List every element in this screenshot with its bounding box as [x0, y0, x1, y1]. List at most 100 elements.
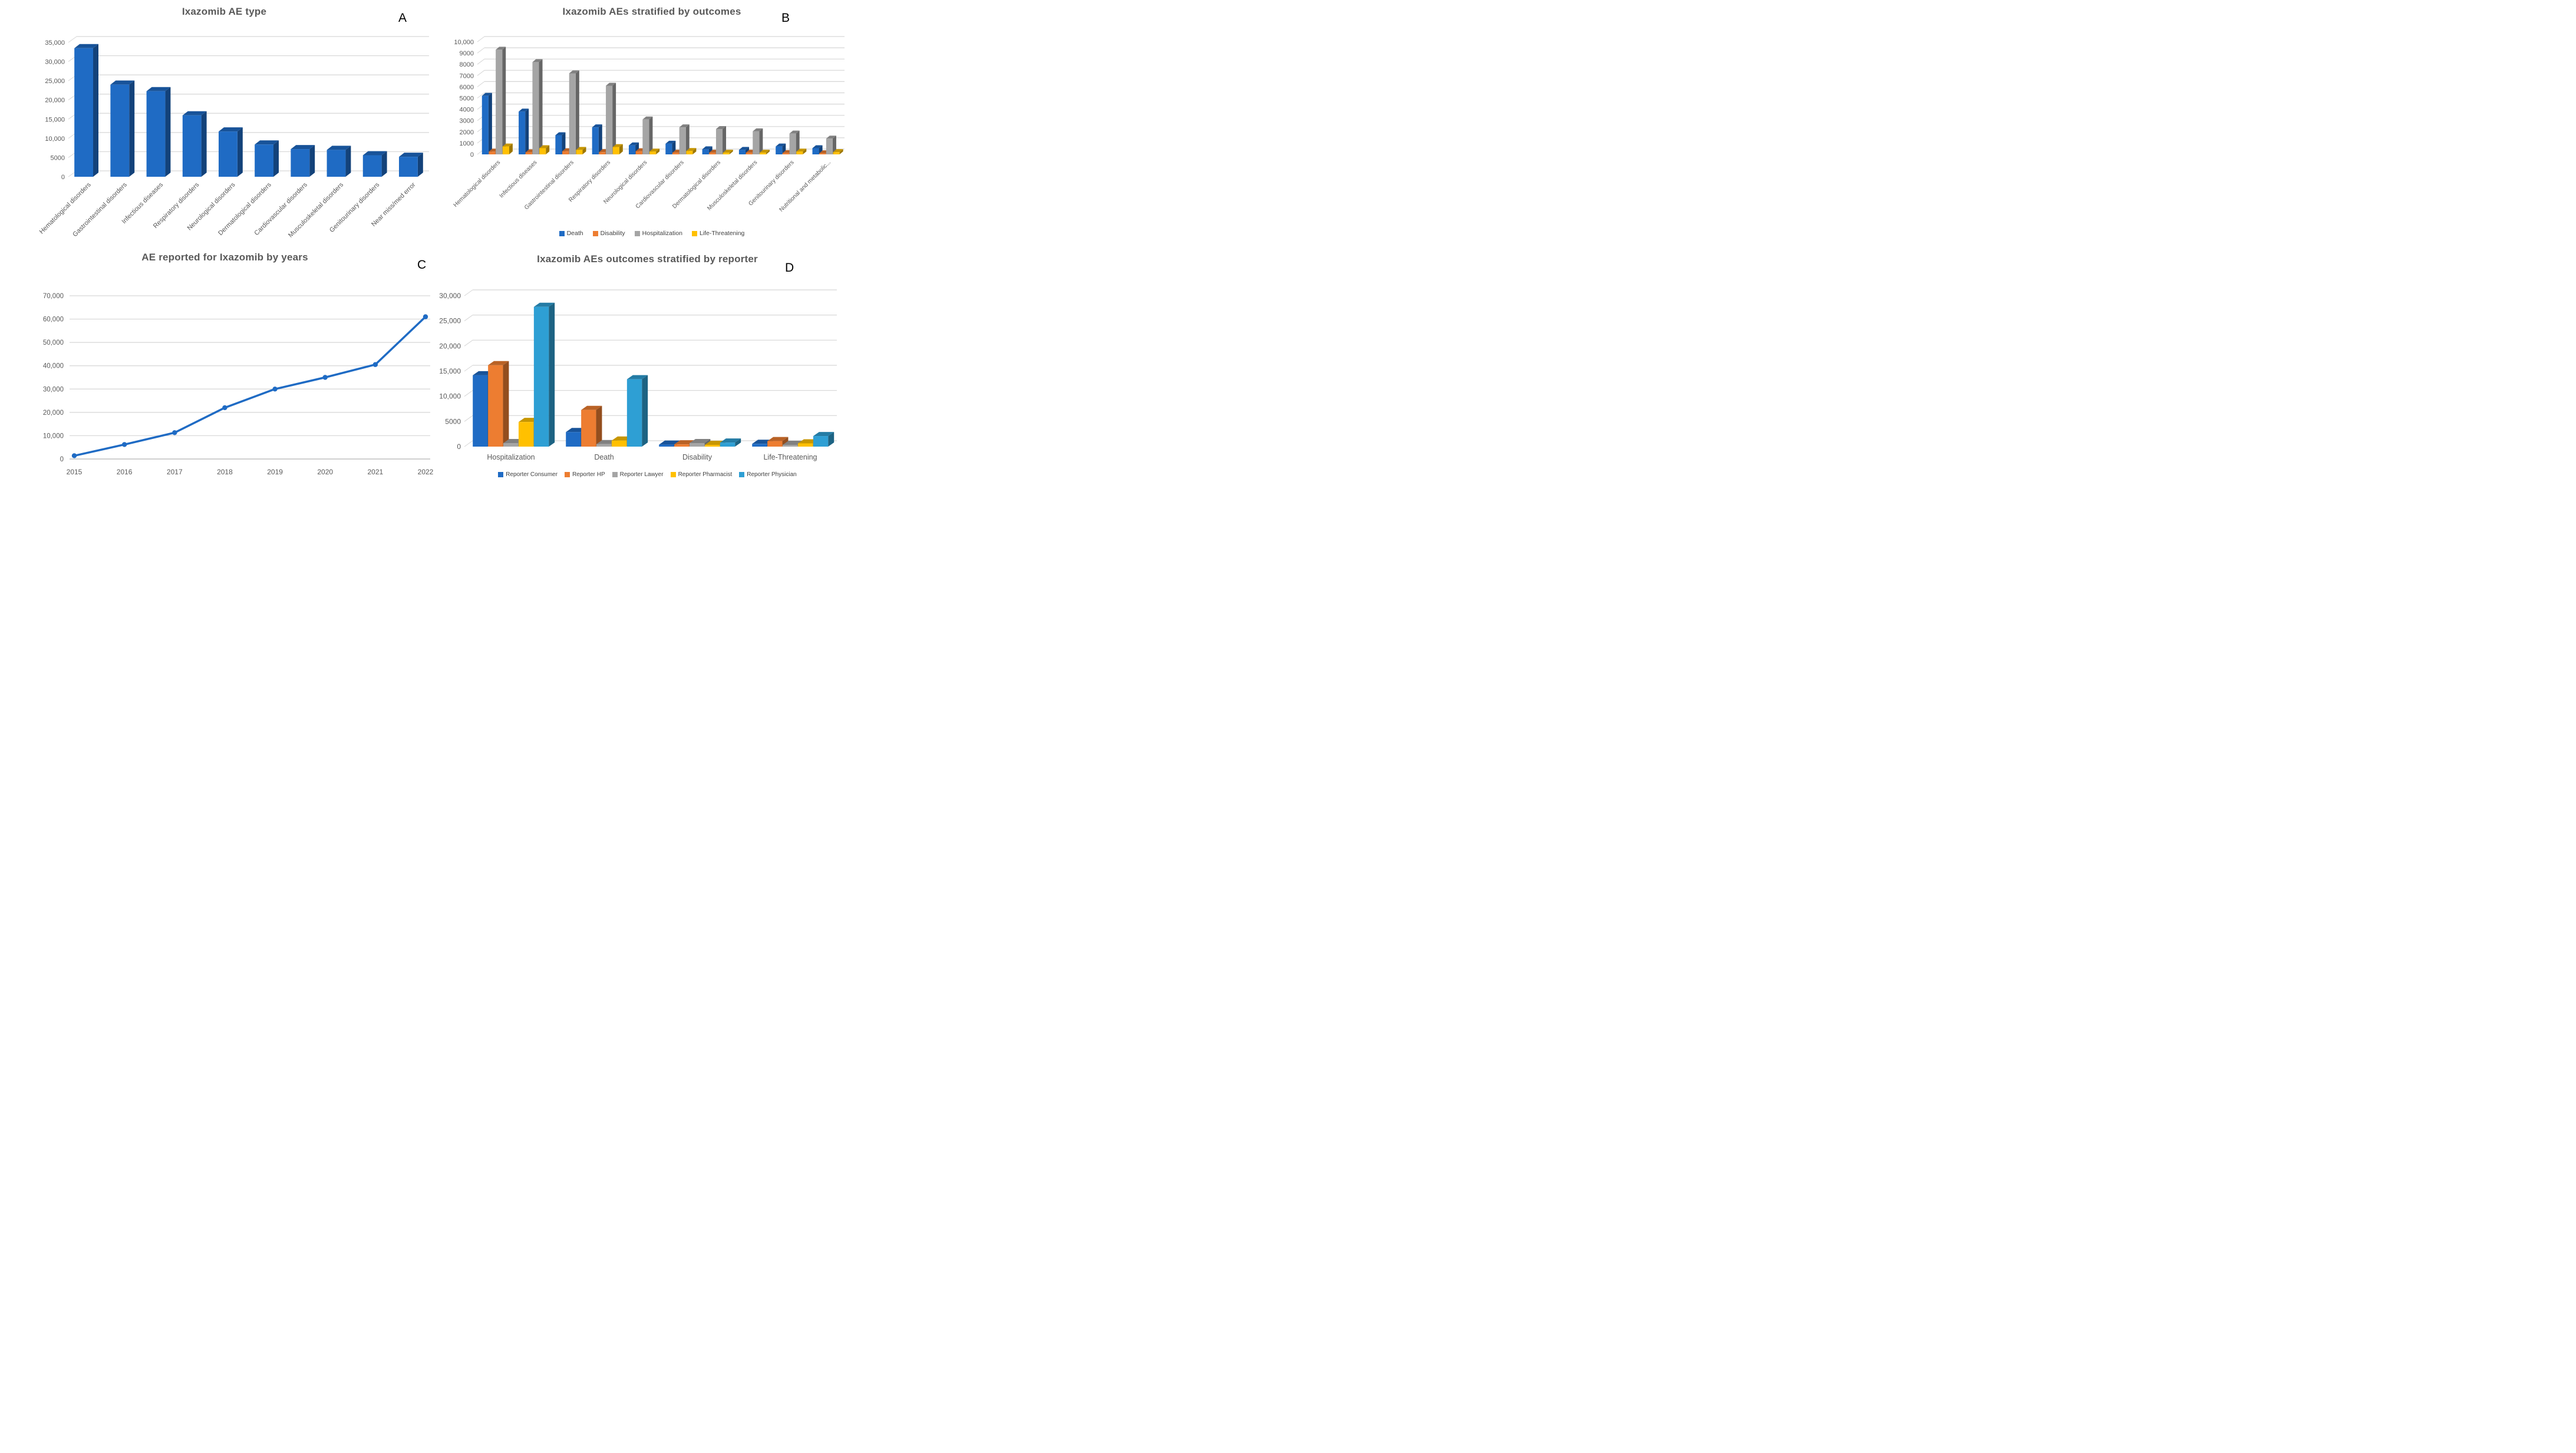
y-tick-label: 15,000	[45, 116, 65, 123]
bar-front-face	[759, 153, 767, 154]
y-tick-label: 50,000	[43, 339, 64, 346]
panel-b-chart: 0 1000 2000 3000 4000 5000 6000 7000 8000 9000 10,…	[453, 36, 845, 213]
bar-side-face	[237, 127, 243, 177]
y-tick-label: 10,000	[454, 39, 474, 46]
bar-hospitalization	[789, 130, 800, 154]
y-tick-label: 30,000	[439, 292, 461, 300]
bar-front-face	[612, 147, 619, 154]
bar-side-face	[488, 93, 492, 154]
bar-top-face	[532, 59, 543, 62]
bar-front-face	[519, 111, 526, 154]
bar	[291, 145, 315, 177]
gridlines: 0 5000 10,000 15,000 20,000 25,000 30,000	[439, 289, 837, 451]
bar-top-face	[612, 144, 623, 147]
bar-front-face	[496, 49, 503, 155]
bar-front-face	[489, 151, 496, 154]
data-point	[272, 387, 278, 392]
bar-death	[519, 108, 529, 154]
bar-top-face	[146, 87, 171, 91]
bar-front-face	[826, 138, 833, 154]
bar-top-face	[659, 440, 680, 445]
panel-b: Ixazomib AEs stratified by outcomes B 0 1…	[445, 5, 859, 240]
legend-swatch	[634, 230, 640, 236]
bar-top-face	[833, 149, 843, 153]
bar-front-face	[642, 119, 649, 154]
bar-front-face	[752, 444, 767, 447]
legend-label: Life-Threatening	[699, 230, 745, 237]
bar-side-face	[656, 148, 660, 154]
bar-front-face	[74, 48, 94, 177]
bar	[362, 151, 387, 177]
legend-swatch	[691, 230, 697, 236]
x-category-label: Hospitalization	[487, 453, 535, 461]
bar	[182, 111, 207, 177]
grid-diagonal	[464, 315, 473, 322]
bar-side-face	[165, 87, 171, 177]
legend-swatch	[559, 230, 565, 236]
bar-top-face	[576, 147, 586, 150]
panel-b-title: Ixazomib AEs stratified by outcomes	[562, 6, 741, 17]
bar-side-face	[381, 151, 387, 177]
bar-top-face	[496, 47, 506, 50]
panel-a: Ixazomib AE type A 0 5000 10,000 15,000 20,0…	[5, 5, 444, 249]
bar-life-threatening	[612, 144, 623, 154]
x-year-label: 2021	[368, 468, 384, 476]
y-tick-label: 8000	[460, 61, 474, 68]
bar-hospitalization	[679, 124, 690, 154]
bar-front-face	[783, 445, 798, 447]
panel-d: Ixazomib AEs outcomes stratified by repo…	[436, 252, 859, 484]
bar-side-face	[549, 302, 555, 447]
data-point	[372, 362, 378, 367]
bar-top-face	[759, 150, 770, 153]
y-tick-label: 10,000	[439, 392, 461, 401]
panel-d-title: Ixazomib AEs outcomes stratified by repo…	[537, 253, 758, 265]
legend-item: Reporter Lawyer	[612, 471, 664, 478]
bar-top-face	[720, 438, 741, 443]
legend-item: Reporter HP	[565, 471, 605, 478]
bar-top-face	[642, 116, 653, 120]
bar-top-face	[581, 405, 602, 410]
legend-label: Reporter Consumer	[506, 471, 558, 478]
data-points	[71, 314, 428, 458]
x-category-label: Infectious diseases	[499, 159, 539, 199]
bar-top-face	[539, 145, 550, 148]
y-tick-label: 0	[470, 151, 474, 158]
bar-hospitalization	[532, 59, 543, 154]
bar-front-face	[686, 151, 693, 154]
gridlines: 0 1000 2000 3000 4000 5000 6000 7000 8000 9000 10,…	[454, 36, 845, 158]
bar-top-face	[702, 146, 713, 150]
panel-a-chart: 0 5000 10,000 15,000 20,000 25,000 30,000 35,00…	[38, 36, 429, 239]
bar-top-face	[686, 148, 697, 151]
bar-top-face	[398, 153, 423, 157]
bars	[74, 44, 423, 177]
bar-top-face	[690, 439, 711, 444]
x-category-label: Life-Threatening	[763, 453, 817, 461]
bar-top-face	[753, 128, 763, 131]
bar-front-face	[569, 73, 576, 154]
bar-side-face	[509, 143, 513, 154]
bar-side-face	[546, 145, 550, 154]
bar-top-face	[796, 148, 807, 152]
bar-top-face	[182, 111, 207, 115]
bar-top-face	[502, 143, 513, 147]
bar-front-face	[782, 153, 789, 154]
x-year-label: 2015	[67, 468, 83, 476]
bar-top-face	[813, 432, 835, 437]
bar	[218, 127, 243, 177]
bar-front-face	[255, 144, 274, 177]
bar	[146, 87, 171, 177]
x-year-label: 2017	[167, 468, 183, 476]
grid-diagonal	[477, 47, 485, 54]
bar-hospitalization	[569, 70, 579, 154]
bar-front-face	[746, 153, 753, 154]
bar-front-face	[796, 151, 803, 154]
bar-side-face	[612, 82, 616, 154]
bar-side-face	[735, 438, 741, 447]
grid-diagonal	[464, 415, 473, 422]
bar-hospitalization	[642, 116, 653, 154]
bar-top-face	[592, 124, 602, 128]
bar-front-face	[709, 153, 716, 154]
data-point	[423, 314, 428, 319]
bar-front-face	[533, 306, 549, 447]
bar-front-face	[659, 444, 674, 447]
